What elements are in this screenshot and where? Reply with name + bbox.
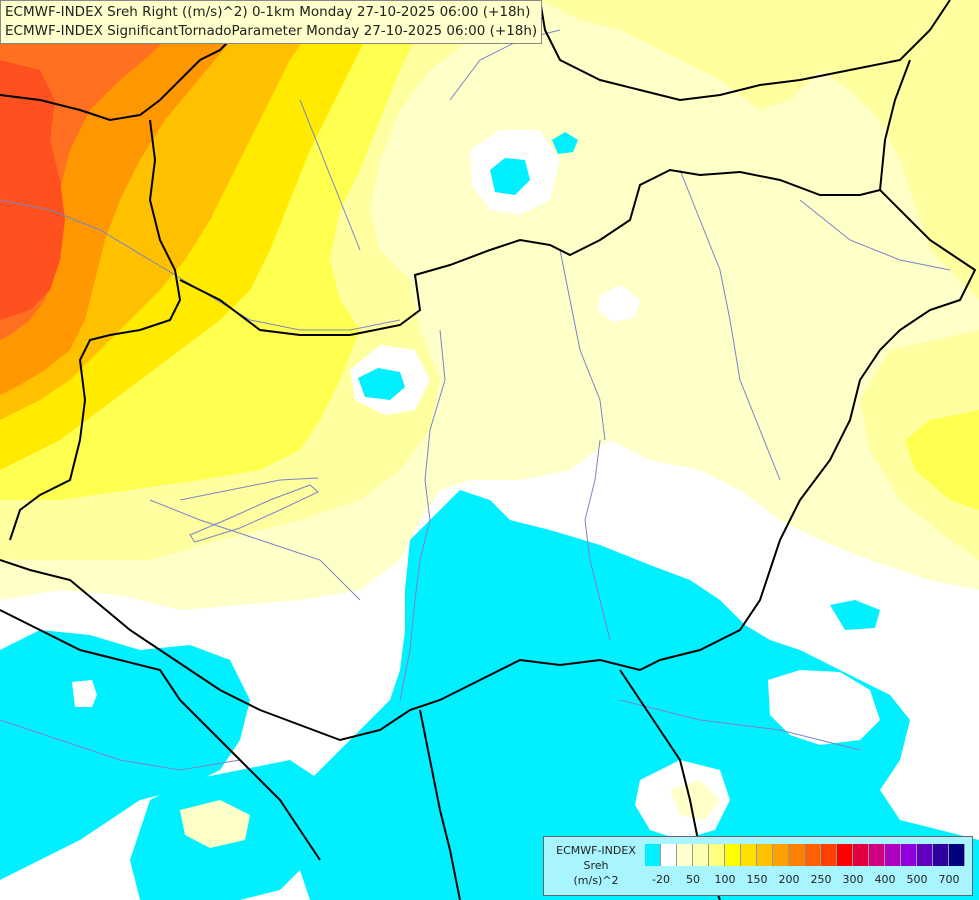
pale-pocket-southwest [180,800,250,848]
legend-swatch [661,844,677,866]
legend-swatch [821,844,837,866]
legend-tick-label: 50 [686,873,700,886]
legend-line-3: (m/s)^2 [573,874,619,887]
legend-title: ECMWF-INDEX Sreh (m/s)^2 [548,843,644,888]
legend-swatch [741,844,757,866]
cyan-spot-north-2 [552,132,578,154]
pale-pocket-south [670,780,720,820]
legend-swatch [917,844,933,866]
legend-line-1: ECMWF-INDEX [556,844,636,857]
legend-tick-label: 500 [906,873,928,886]
red-orange-region-west [0,60,65,320]
title-box: ECMWF-INDEX Sreh Right ((m/s)^2) 0-1km M… [0,0,543,44]
legend-line-2: Sreh [583,859,609,872]
light-yellow-region-north [540,0,979,300]
border-northeast [879,59,911,191]
cyan-spot-southeast [830,600,880,630]
border-east-hungary [639,189,977,671]
legend-ticks: -20 50 100 150 200 250 300 400 500 700 [645,873,975,889]
cyan-spot-north-1 [490,158,530,195]
legend-swatch [773,844,789,866]
title-line-sreh: ECMWF-INDEX Sreh Right ((m/s)^2) 0-1km M… [5,4,531,20]
river-4 [559,249,606,441]
border-north-hungary [179,168,881,336]
legend-swatches [645,844,965,866]
legend-swatch [901,844,917,866]
cyan-region-southwest [0,630,250,880]
border-west [9,119,182,541]
legend-tick-label: 150 [746,873,768,886]
cyan-region-south-central [290,490,979,900]
legend-swatch [837,844,853,866]
legend-tick-label: 250 [810,873,832,886]
river-11 [619,699,861,751]
legend-swatch [645,844,661,866]
legend-tick-label: 400 [874,873,896,886]
legend-swatch [885,844,901,866]
cyan-spot-center [358,368,405,400]
legend-tick-label: -20 [652,873,670,886]
legend-swatch [805,844,821,866]
border-north-slovakia [539,0,951,102]
river-10 [799,199,951,271]
legend-swatch [725,844,741,866]
yellow-region-east [905,410,979,510]
white-spot-east [598,285,640,322]
river-8 [0,719,241,771]
border-south-hungary [0,559,641,742]
river-7 [149,499,361,601]
legend-swatch [789,844,805,866]
lake-balaton [189,484,319,543]
river-2 [399,329,446,701]
color-legend: ECMWF-INDEX Sreh (m/s)^2 -20 50 100 150 200 2… [543,836,973,896]
legend-tick-label: 300 [842,873,864,886]
white-pocket-3 [72,680,97,707]
legend-tick-label: 200 [778,873,800,886]
legend-swatch [677,844,693,866]
legend-swatch [949,844,965,866]
white-pocket-1 [768,670,880,745]
legend-swatch [693,844,709,866]
river-5 [679,169,781,481]
legend-swatch [933,844,949,866]
river-3 [584,439,611,641]
legend-swatch [709,844,725,866]
legend-swatch [757,844,773,866]
legend-tick-label: 700 [938,873,960,886]
legend-swatch [869,844,885,866]
legend-tick-label: 100 [714,873,736,886]
border-southwest [419,709,461,900]
title-line-stp: ECMWF-INDEX SignificantTornadoParameter … [5,23,538,39]
river-12 [179,477,319,501]
legend-swatch [853,844,869,866]
river-6 [299,99,361,251]
border-far-southwest [0,609,321,861]
